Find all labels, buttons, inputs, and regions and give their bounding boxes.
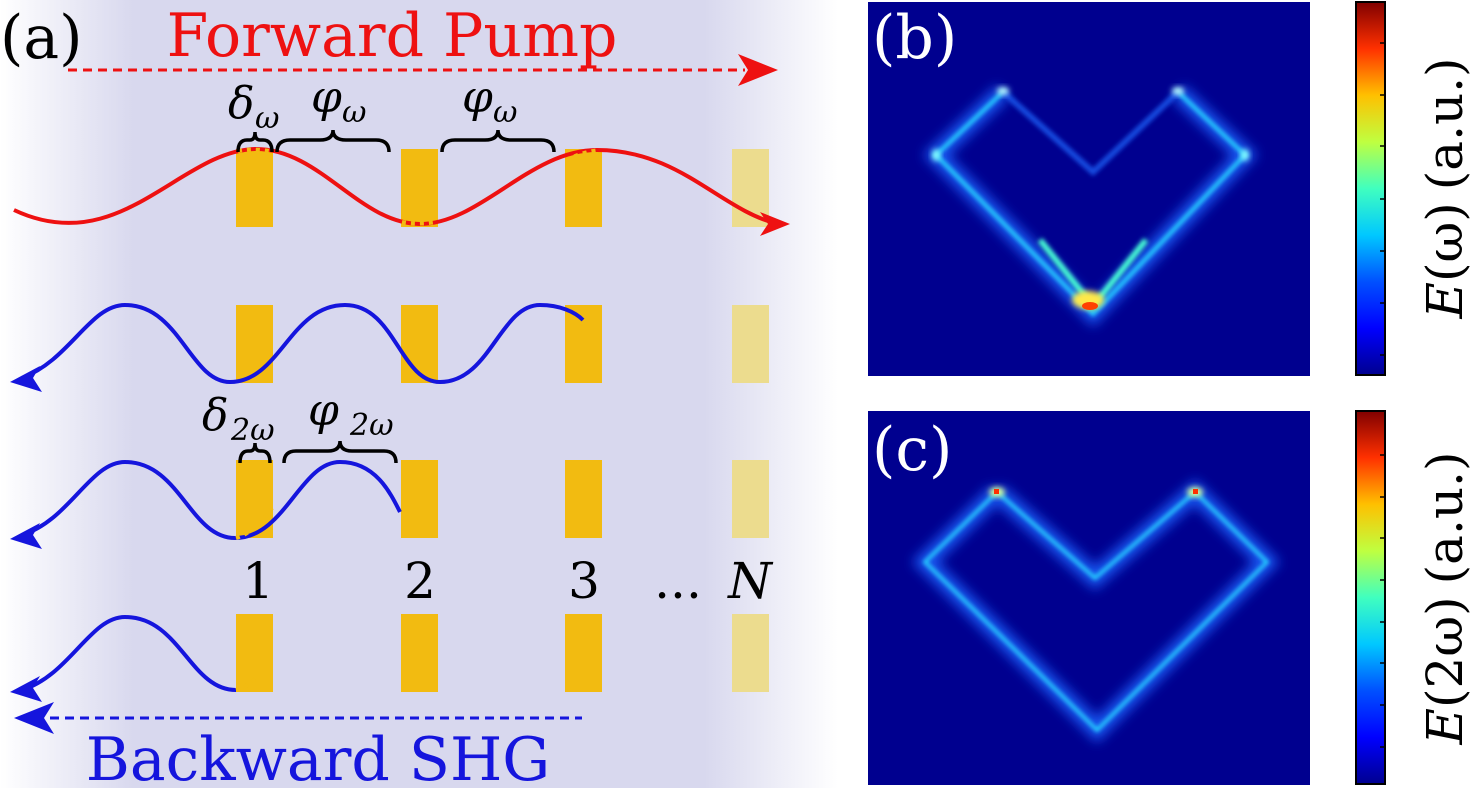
phi-w-1-symbol: φ [311,72,342,123]
colorbar-b-ticks [1380,42,1385,356]
braces [236,129,556,464]
element-number-1: 1 [242,552,274,610]
field-map-b-pattern [923,85,1258,327]
element-n-row-3 [732,460,769,538]
phi-2w-symbol: φ [308,385,339,436]
panel-b: (b) E(ω)(a.u.) [868,1,1474,376]
element-n-row-2 [732,305,769,383]
colorbar-b [1355,1,1386,376]
element-1-row-2 [236,305,273,383]
colorbar-c-ticks [1380,454,1385,748]
delta-w-symbol: δ [228,78,255,129]
element-number-2: 2 [404,552,436,610]
element-2-row-3 [401,460,438,538]
element-n-row-4 [732,614,769,692]
colorbar-c-label: E(2ω)(a.u.) [1416,452,1474,746]
shg-wave-row-4-dotted [235,676,258,692]
element-3-row-3 [565,460,602,538]
element-3-row-4 [565,614,602,692]
panel-a-label: (a) [0,3,83,73]
brace-phi-w-1 [275,129,391,153]
shg-wave-row-3 [21,459,402,541]
brace-delta-w [236,131,274,153]
colorbar-c [1355,410,1386,785]
phi-w-2-subscript: ω [493,95,517,130]
shg-wave-row-4-arrowhead [10,676,42,702]
shg-wave-row-4 [21,614,237,692]
panel-a: (a) Forward Pump Backward SHG δ ω φ ω φ … [0,0,838,788]
field-map-c-pattern [912,479,1280,743]
panel-b-label: (b) [872,3,957,73]
brace-phi-2w [282,440,398,464]
element-number-3: 3 [568,552,600,610]
shg-wave-row-3-dotted [235,506,274,540]
forward-pump-arrow [68,54,778,86]
shg-wave-row-2-arrowhead [10,366,42,392]
panel-c-label: (c) [872,415,952,485]
brace-delta-2w [238,442,272,464]
shg-wave-row-3-arrowhead [10,523,42,549]
backward-shg-label: Backward SHG [86,725,550,788]
pump-wave-dotted-segments [237,147,601,226]
delta-2w-symbol: δ [202,390,229,441]
phi-2w-subscript: 2ω [349,408,394,443]
backward-shg-arrow [14,702,582,734]
element-2-row-1 [401,149,438,227]
delta-2w-subscript: 2ω [230,413,275,448]
brace-phi-w-2 [440,129,556,153]
element-3-row-2 [565,305,602,383]
phi-w-2-symbol: φ [462,72,493,123]
element-3-row-1 [565,149,602,227]
colorbar-b-label: E(ω)(a.u.) [1416,57,1474,319]
element-number-n: N [727,552,774,610]
ellipsis: ... [654,552,702,610]
element-2-row-4 [401,614,438,692]
delta-w-subscript: ω [255,101,279,136]
pump-wave-arrowhead [760,212,790,236]
element-1-row-1 [236,149,273,227]
forward-pump-label: Forward Pump [167,1,618,71]
shg-wave-row-2 [21,302,585,385]
element-2-row-2 [401,305,438,383]
panel-c: (c) E(2ω)(a.u.) [868,410,1474,785]
phi-w-1-subscript: ω [342,95,366,130]
